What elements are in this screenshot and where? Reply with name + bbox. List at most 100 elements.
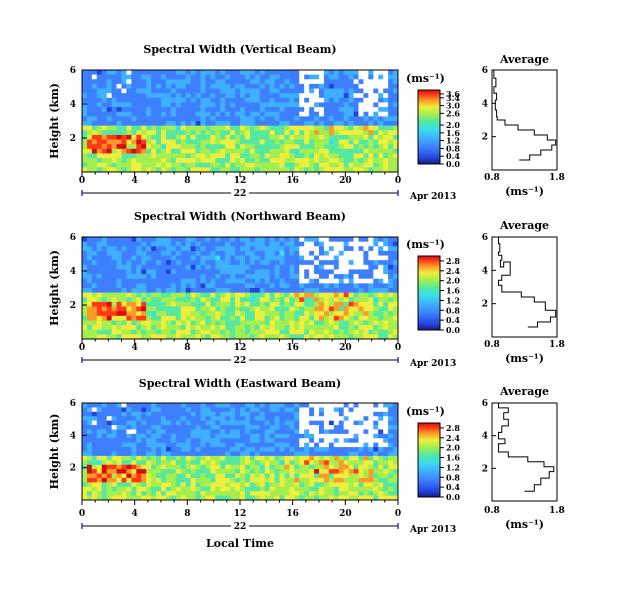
heatmap-cell — [328, 416, 335, 422]
heatmap-cell — [373, 162, 379, 168]
heatmap-cell — [200, 491, 206, 496]
heatmap-cell — [274, 329, 280, 335]
heatmap-cell — [235, 334, 241, 340]
heatmap-cell — [269, 144, 275, 150]
colorbar-tick-label: 0.4 — [446, 315, 460, 325]
heatmap-cell — [210, 329, 216, 335]
heatmap-cell — [368, 97, 374, 103]
heatmap-cell — [146, 429, 152, 435]
heatmap-cell — [86, 121, 93, 127]
heatmap-cell — [388, 438, 394, 444]
heatmap-cell — [170, 301, 177, 307]
heatmap-cell — [200, 255, 206, 261]
heatmap-cell — [338, 260, 345, 266]
heatmap-cell — [165, 306, 172, 312]
heatmap-cell — [190, 425, 196, 430]
heatmap-cell — [348, 491, 354, 496]
heatmap-cell — [146, 134, 152, 140]
heatmap-cell — [274, 121, 280, 127]
heatmap-cell — [353, 111, 359, 117]
heatmap-cell — [195, 464, 201, 470]
heatmap-cell — [126, 264, 132, 270]
heatmap-cell — [383, 269, 389, 275]
heatmap-cell — [220, 416, 226, 422]
heatmap-cell — [284, 144, 290, 150]
heatmap-cell — [195, 93, 201, 99]
heatmap-cell — [230, 269, 236, 275]
heatmap-cell — [111, 264, 117, 270]
heatmap-cell — [279, 451, 285, 457]
heatmap-cell — [121, 292, 127, 298]
heatmap-cell — [111, 74, 117, 80]
heatmap-cell — [91, 237, 98, 243]
heatmap-cell — [338, 278, 345, 284]
heatmap-cell — [121, 139, 127, 145]
heatmap-cell — [190, 260, 196, 266]
heatmap-cell — [249, 264, 256, 270]
heatmap-cell — [215, 130, 221, 136]
heatmap-cell — [378, 70, 384, 76]
heatmap-cell — [116, 469, 122, 474]
heatmap-cell — [279, 111, 285, 117]
heatmap-cell — [220, 442, 226, 448]
heatmap-cell — [333, 482, 340, 488]
heatmap-cell — [269, 246, 275, 252]
heatmap-cell — [106, 442, 113, 448]
heatmap-cell — [91, 97, 98, 103]
heatmap-cell — [314, 433, 320, 439]
heatmap-cell — [353, 255, 359, 261]
heatmap-cell — [254, 88, 261, 94]
heatmap-cell — [244, 144, 251, 150]
heatmap-cell — [358, 79, 364, 85]
heatmap-cell — [116, 144, 122, 150]
heatmap-cell — [82, 139, 88, 145]
heatmap-cell — [319, 162, 325, 168]
heatmap-cell — [210, 70, 216, 76]
heatmap-cell — [368, 241, 374, 247]
heatmap-cell — [235, 325, 241, 331]
heatmap-cell — [185, 162, 192, 168]
heatmap-cell — [170, 167, 177, 173]
heatmap-cell — [348, 451, 354, 457]
heatmap-cell — [141, 139, 147, 145]
heatmap-cell — [378, 158, 384, 164]
heatmap-cell — [116, 416, 122, 422]
heatmap-cell — [101, 102, 108, 108]
heatmap-cell — [230, 495, 236, 501]
heatmap-cell — [269, 116, 275, 122]
heatmap-cell — [358, 477, 364, 483]
heatmap-cell — [259, 250, 266, 256]
heatmap-cell — [146, 148, 152, 154]
heatmap-cell — [319, 491, 325, 496]
heatmap-cell — [121, 88, 127, 94]
heatmap-cell — [151, 447, 157, 452]
heatmap-cell — [358, 93, 364, 99]
heatmap-cell — [363, 425, 369, 430]
heatmap-cell — [131, 288, 137, 294]
heatmap-cell — [215, 320, 221, 326]
heatmap-cell — [244, 107, 251, 113]
heatmap-cell — [141, 274, 147, 280]
heatmap-cell — [328, 464, 335, 470]
heatmap-cell — [319, 292, 325, 298]
heatmap-cell — [383, 438, 389, 444]
heatmap-cell — [338, 121, 345, 127]
heatmap-cell — [141, 88, 147, 94]
heatmap-cell — [328, 274, 335, 280]
heatmap-cell — [368, 139, 374, 145]
heatmap-cell — [328, 125, 335, 131]
heatmap-cell — [151, 297, 157, 303]
heatmap-cell — [146, 246, 152, 252]
heatmap-cell — [215, 495, 221, 501]
date-label: Apr 2013 — [409, 525, 456, 535]
heatmap-cell — [101, 469, 108, 474]
heatmap-cell — [269, 125, 275, 131]
heatmap-cell — [200, 278, 206, 284]
heatmap-cell — [195, 491, 201, 496]
heatmap-cell — [156, 264, 162, 270]
heatmap-cell — [274, 438, 280, 444]
heatmap-cell — [180, 416, 187, 422]
heatmap-cell — [195, 433, 201, 439]
heatmap-cell — [121, 438, 127, 444]
heatmap-cell — [200, 260, 206, 266]
